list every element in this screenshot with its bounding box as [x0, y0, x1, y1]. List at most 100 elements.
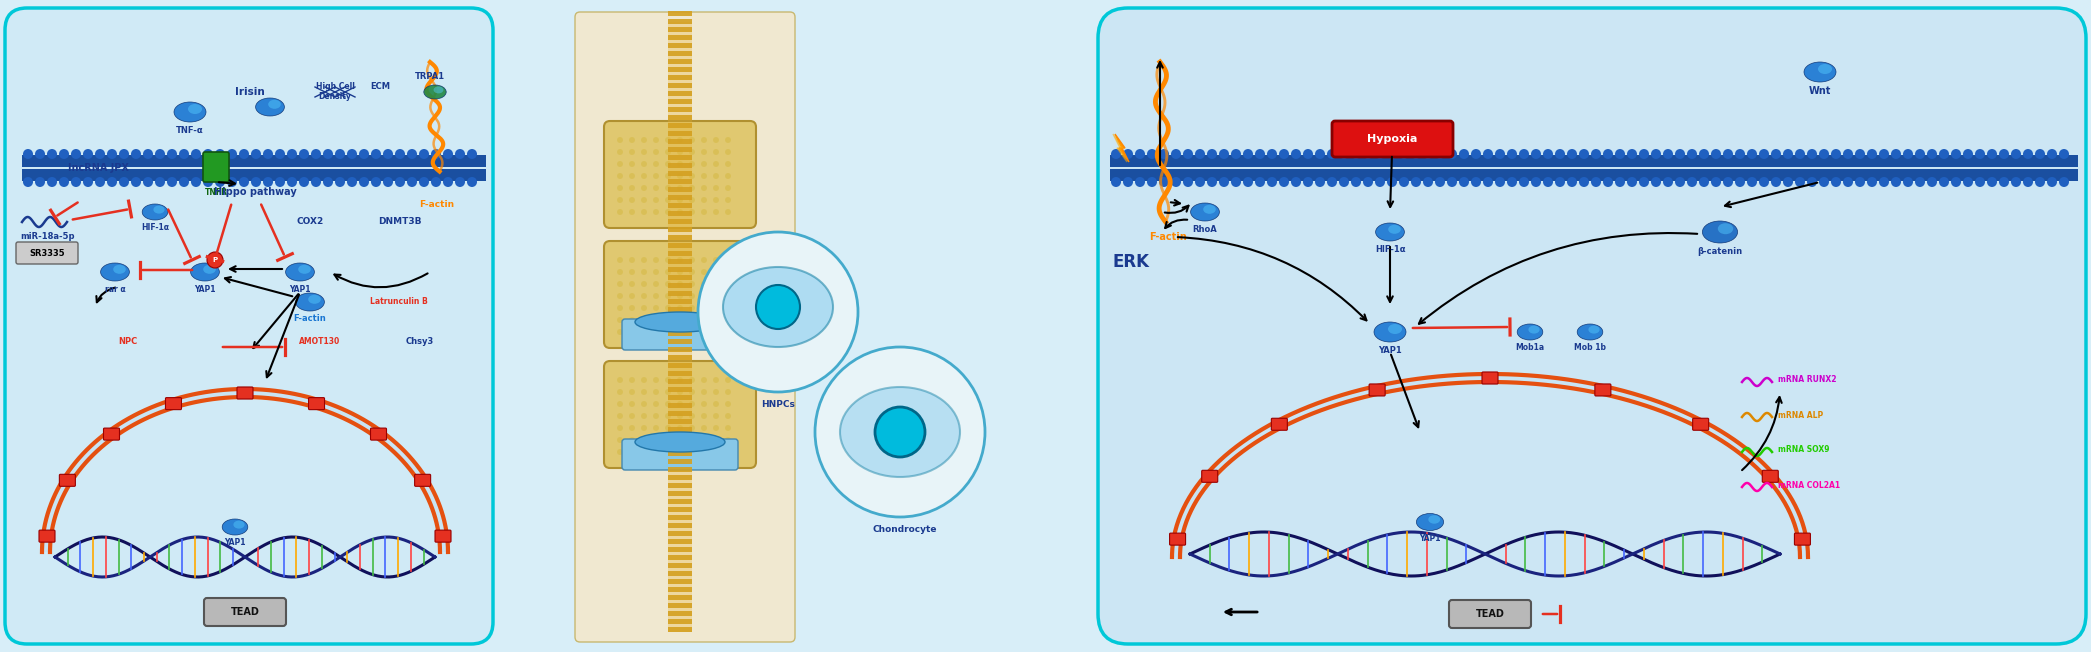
- Text: mRNA RUNX2: mRNA RUNX2: [1777, 376, 1836, 385]
- Circle shape: [617, 437, 623, 443]
- Circle shape: [1376, 149, 1384, 159]
- Circle shape: [700, 185, 707, 191]
- Circle shape: [677, 281, 684, 287]
- Text: Hippo pathway: Hippo pathway: [213, 187, 297, 197]
- Bar: [667, 35, 692, 40]
- Ellipse shape: [1376, 223, 1405, 241]
- Circle shape: [360, 149, 368, 159]
- Circle shape: [1976, 149, 1984, 159]
- Circle shape: [629, 449, 636, 455]
- Circle shape: [726, 389, 732, 395]
- Text: lncRNA JPX: lncRNA JPX: [69, 163, 130, 173]
- FancyBboxPatch shape: [17, 242, 77, 264]
- Circle shape: [700, 173, 707, 179]
- Text: YAP1: YAP1: [1420, 534, 1441, 543]
- Circle shape: [690, 257, 694, 263]
- Circle shape: [1460, 149, 1470, 159]
- Circle shape: [713, 425, 719, 431]
- Bar: [667, 579, 692, 584]
- Circle shape: [677, 173, 684, 179]
- Circle shape: [1110, 177, 1121, 187]
- Circle shape: [677, 269, 684, 275]
- Circle shape: [1483, 177, 1493, 187]
- Bar: [667, 507, 692, 512]
- Circle shape: [617, 413, 623, 419]
- Ellipse shape: [100, 263, 130, 281]
- Circle shape: [1903, 149, 1913, 159]
- Circle shape: [677, 293, 684, 299]
- Circle shape: [1604, 149, 1612, 159]
- Text: High Cell
Density: High Cell Density: [316, 82, 355, 102]
- Circle shape: [726, 293, 732, 299]
- Text: Hypoxia: Hypoxia: [1368, 134, 1418, 144]
- Text: TRPA1: TRPA1: [414, 72, 445, 81]
- Circle shape: [228, 177, 236, 187]
- Circle shape: [1194, 149, 1204, 159]
- Circle shape: [677, 413, 684, 419]
- Circle shape: [1614, 177, 1625, 187]
- Circle shape: [642, 317, 646, 323]
- Circle shape: [395, 177, 406, 187]
- Circle shape: [1807, 177, 1817, 187]
- FancyBboxPatch shape: [1098, 8, 2087, 644]
- Circle shape: [1687, 177, 1698, 187]
- Text: miR-18a-5p: miR-18a-5p: [21, 232, 75, 241]
- Bar: [667, 131, 692, 136]
- Circle shape: [665, 209, 671, 215]
- Circle shape: [1470, 149, 1480, 159]
- Bar: [667, 571, 692, 576]
- Circle shape: [690, 413, 694, 419]
- Text: YAP1: YAP1: [1378, 346, 1401, 355]
- Circle shape: [1232, 177, 1240, 187]
- Circle shape: [167, 149, 178, 159]
- Circle shape: [665, 269, 671, 275]
- Circle shape: [1807, 149, 1817, 159]
- Text: TEAD: TEAD: [1476, 609, 1503, 619]
- Circle shape: [71, 149, 82, 159]
- Bar: [667, 619, 692, 624]
- Circle shape: [629, 137, 636, 143]
- Text: COX2: COX2: [297, 218, 324, 226]
- Circle shape: [132, 177, 140, 187]
- Bar: [667, 563, 692, 568]
- Circle shape: [1903, 177, 1913, 187]
- Circle shape: [642, 401, 646, 407]
- Circle shape: [1518, 177, 1529, 187]
- Circle shape: [1591, 177, 1602, 187]
- Circle shape: [1290, 149, 1301, 159]
- Circle shape: [642, 197, 646, 203]
- Bar: [667, 187, 692, 192]
- Circle shape: [1890, 149, 1901, 159]
- Text: Mob 1b: Mob 1b: [1575, 343, 1606, 352]
- Circle shape: [59, 149, 69, 159]
- Circle shape: [1171, 177, 1181, 187]
- Circle shape: [652, 377, 659, 383]
- Circle shape: [59, 177, 69, 187]
- Circle shape: [629, 305, 636, 311]
- Bar: [667, 171, 692, 176]
- Circle shape: [1928, 177, 1936, 187]
- Circle shape: [370, 149, 381, 159]
- Ellipse shape: [636, 312, 726, 332]
- Circle shape: [1447, 177, 1457, 187]
- Text: TNFR: TNFR: [205, 188, 228, 197]
- Circle shape: [690, 137, 694, 143]
- Circle shape: [1771, 149, 1782, 159]
- Circle shape: [142, 149, 153, 159]
- Circle shape: [1207, 177, 1217, 187]
- Circle shape: [84, 177, 92, 187]
- Circle shape: [322, 149, 332, 159]
- Bar: [667, 395, 692, 400]
- FancyBboxPatch shape: [370, 428, 387, 440]
- Circle shape: [665, 173, 671, 179]
- Circle shape: [155, 149, 165, 159]
- Bar: [667, 67, 692, 72]
- Ellipse shape: [1702, 221, 1738, 243]
- Circle shape: [1123, 149, 1133, 159]
- Circle shape: [46, 149, 56, 159]
- Bar: [667, 587, 692, 592]
- Circle shape: [1855, 177, 1865, 187]
- Text: P: P: [213, 257, 217, 263]
- Bar: [667, 307, 692, 312]
- Circle shape: [665, 305, 671, 311]
